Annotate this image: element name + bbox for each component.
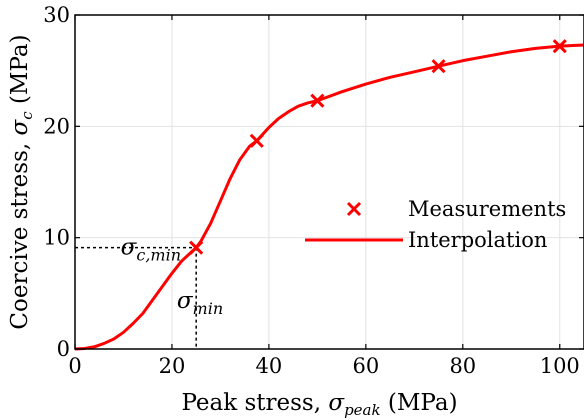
measurement-point-stroke: [249, 133, 264, 148]
sigma-c-min-subscript: c,min: [136, 246, 181, 265]
legend-marker-stroke: [346, 201, 362, 217]
y-axis-label-subscript: c: [18, 111, 36, 120]
measurement-point-stroke: [189, 240, 204, 255]
measurement-point: [552, 39, 567, 54]
sigma-min-subscript: min: [193, 299, 224, 318]
sigma-min-symbol: σ: [177, 288, 194, 314]
x-tick-label: 20: [159, 354, 186, 378]
plot-area-frame: [74, 14, 584, 350]
x-axis-label-symbol: σ: [328, 390, 345, 416]
interpolation-line: [74, 43, 584, 351]
x-axis-label-subscript: peak: [344, 401, 381, 419]
sigma-c-min-annotation: σc,min: [121, 235, 181, 265]
y-axis-label-symbol: σ: [7, 118, 33, 135]
sigma-min-annotation: σmin: [177, 288, 223, 318]
x-tick-label: 0: [68, 354, 81, 378]
y-tick-label: 10: [43, 226, 70, 250]
series-layer: [74, 39, 584, 351]
x-tick-label: 100: [540, 354, 580, 378]
x-axis-label-unit: (MPa): [381, 390, 458, 416]
y-tick-label: 30: [43, 3, 70, 27]
legend-interpolation-label: Interpolation: [408, 228, 547, 252]
x-axis-label: Peak stress, σpeak (MPa): [181, 390, 457, 419]
annotation-guides: [75, 246, 197, 349]
measurement-point: [431, 59, 446, 74]
measurement-point: [249, 133, 264, 148]
measurement-point: [310, 93, 325, 108]
legend: Measurements Interpolation: [305, 197, 566, 252]
sigma-c-min-symbol: σ: [121, 235, 138, 261]
axis-ticks: 0 20 40 60 80 100 0 10 20 30: [43, 3, 584, 378]
x-axis-label-text: Peak stress,: [181, 390, 328, 416]
measurement-point-stroke: [310, 93, 325, 108]
x-tick-label: 40: [256, 354, 283, 378]
measurement-point: [189, 240, 204, 255]
legend-measurements-label: Measurements: [408, 197, 566, 221]
legend-measurements-marker: [346, 201, 362, 217]
y-axis-label-text: Coercive stress,: [7, 135, 33, 329]
y-axis-label: Coercive stress, σc (MPa): [7, 34, 36, 329]
y-tick-label: 0: [57, 337, 70, 361]
x-tick-label: 60: [352, 354, 379, 378]
measurement-point-stroke: [431, 59, 446, 74]
y-tick-label: 20: [43, 114, 70, 138]
x-tick-label: 80: [449, 354, 476, 378]
grid: [74, 14, 584, 350]
y-axis-label-unit: (MPa): [7, 34, 33, 111]
measurement-point-stroke: [552, 39, 567, 54]
